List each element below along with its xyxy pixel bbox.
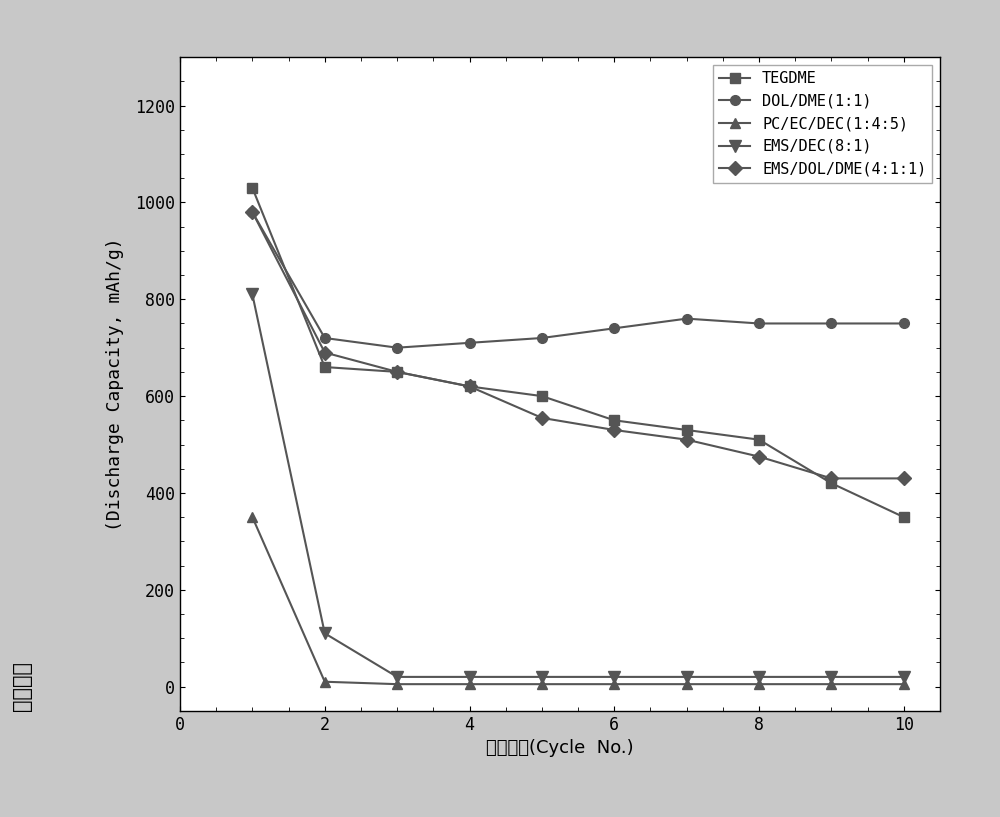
DOL/DME(1:1) [753, 319, 765, 328]
EMS/DOL/DME(4:1:1) [391, 367, 403, 377]
DOL/DME(1:1) [464, 338, 476, 348]
TEGDME [464, 382, 476, 391]
PC/EC/DEC(1:4:5) [536, 679, 548, 689]
EMS/DEC(8:1) [464, 672, 476, 682]
TEGDME [536, 391, 548, 401]
Text: 放电容量: 放电容量 [12, 661, 32, 711]
X-axis label: 循环次数(Cycle  No.): 循环次数(Cycle No.) [486, 739, 634, 757]
EMS/DEC(8:1) [608, 672, 620, 682]
EMS/DEC(8:1) [536, 672, 548, 682]
PC/EC/DEC(1:4:5) [246, 512, 258, 522]
DOL/DME(1:1) [608, 324, 620, 333]
DOL/DME(1:1) [246, 208, 258, 217]
EMS/DEC(8:1) [825, 672, 837, 682]
TEGDME [825, 478, 837, 488]
EMS/DOL/DME(4:1:1) [464, 382, 476, 391]
DOL/DME(1:1) [536, 333, 548, 343]
Line: TEGDME: TEGDME [248, 183, 909, 522]
PC/EC/DEC(1:4:5) [391, 679, 403, 689]
DOL/DME(1:1) [898, 319, 910, 328]
EMS/DEC(8:1) [898, 672, 910, 682]
EMS/DOL/DME(4:1:1) [246, 208, 258, 217]
TEGDME [898, 512, 910, 522]
EMS/DOL/DME(4:1:1) [898, 474, 910, 484]
TEGDME [681, 425, 693, 435]
PC/EC/DEC(1:4:5) [464, 679, 476, 689]
DOL/DME(1:1) [319, 333, 331, 343]
Line: DOL/DME(1:1): DOL/DME(1:1) [248, 208, 909, 353]
EMS/DEC(8:1) [753, 672, 765, 682]
EMS/DEC(8:1) [246, 289, 258, 299]
TEGDME [753, 435, 765, 444]
TEGDME [608, 415, 620, 425]
DOL/DME(1:1) [391, 343, 403, 353]
TEGDME [319, 362, 331, 372]
EMS/DOL/DME(4:1:1) [753, 452, 765, 462]
EMS/DOL/DME(4:1:1) [319, 347, 331, 357]
EMS/DOL/DME(4:1:1) [825, 474, 837, 484]
PC/EC/DEC(1:4:5) [681, 679, 693, 689]
PC/EC/DEC(1:4:5) [825, 679, 837, 689]
EMS/DOL/DME(4:1:1) [608, 425, 620, 435]
PC/EC/DEC(1:4:5) [898, 679, 910, 689]
Line: EMS/DOL/DME(4:1:1): EMS/DOL/DME(4:1:1) [248, 208, 909, 484]
EMS/DOL/DME(4:1:1) [681, 435, 693, 444]
EMS/DEC(8:1) [681, 672, 693, 682]
PC/EC/DEC(1:4:5) [753, 679, 765, 689]
TEGDME [246, 183, 258, 193]
EMS/DEC(8:1) [391, 672, 403, 682]
Line: EMS/DEC(8:1): EMS/DEC(8:1) [247, 289, 909, 682]
DOL/DME(1:1) [825, 319, 837, 328]
Y-axis label: (Discharge Capacity, mAh/g): (Discharge Capacity, mAh/g) [106, 237, 124, 531]
PC/EC/DEC(1:4:5) [319, 676, 331, 686]
TEGDME [391, 367, 403, 377]
EMS/DEC(8:1) [319, 628, 331, 638]
PC/EC/DEC(1:4:5) [608, 679, 620, 689]
DOL/DME(1:1) [681, 314, 693, 324]
Legend: TEGDME, DOL/DME(1:1), PC/EC/DEC(1:4:5), EMS/DEC(8:1), EMS/DOL/DME(4:1:1): TEGDME, DOL/DME(1:1), PC/EC/DEC(1:4:5), … [713, 65, 932, 183]
Line: PC/EC/DEC(1:4:5): PC/EC/DEC(1:4:5) [248, 512, 909, 689]
EMS/DOL/DME(4:1:1) [536, 413, 548, 422]
